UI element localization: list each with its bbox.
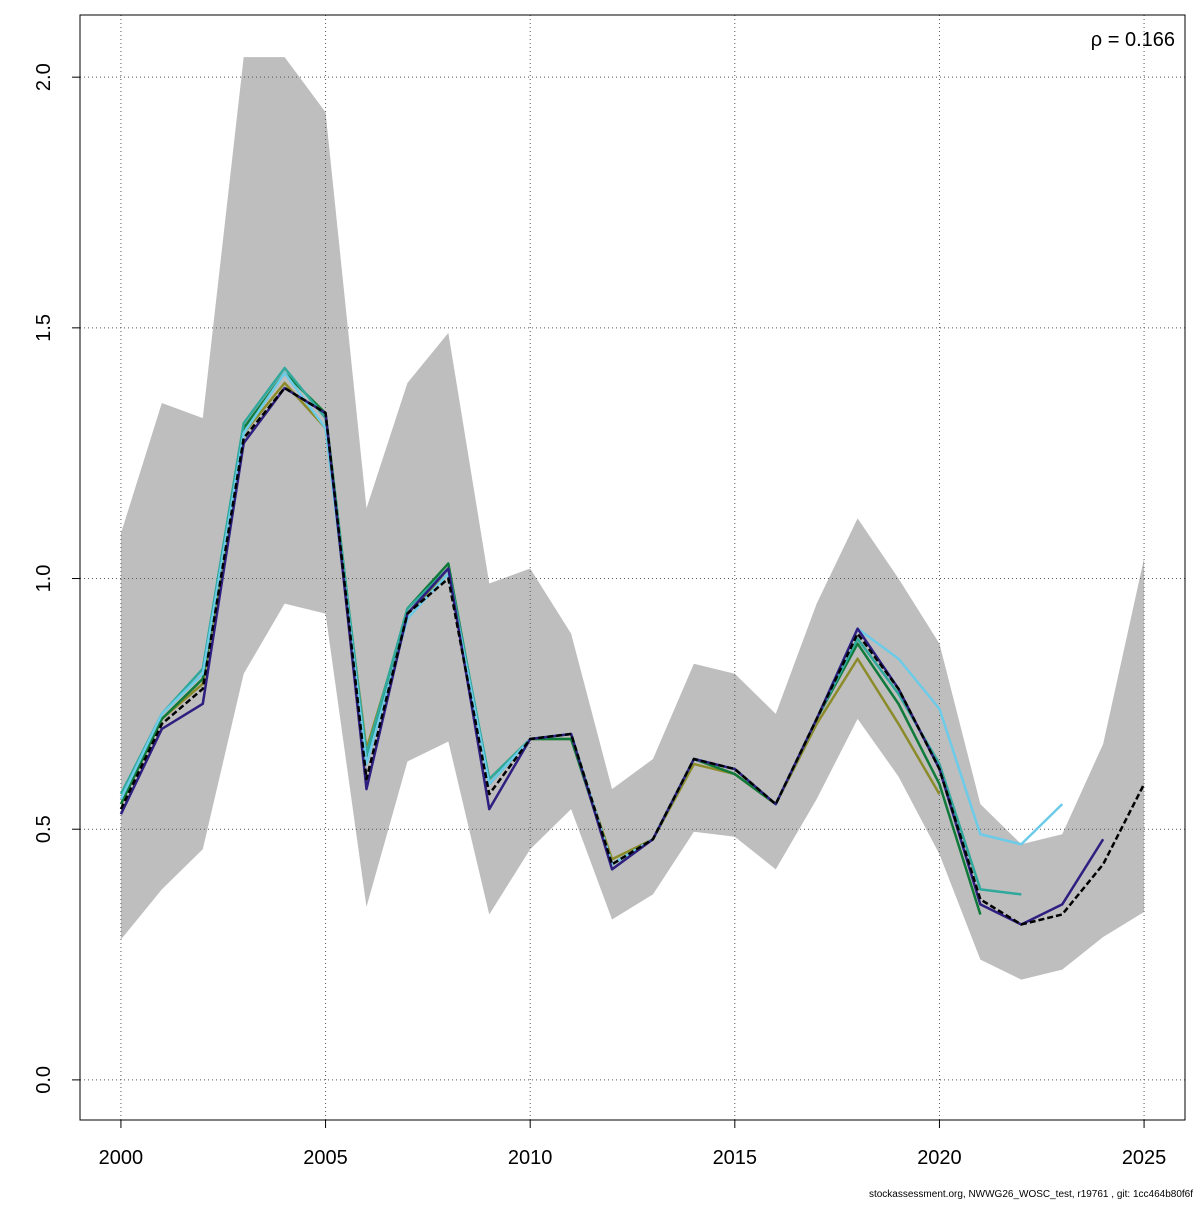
x-tick-label: 2010 [508,1147,553,1169]
y-tick-label: 1.0 [33,565,55,593]
plot-frame [79,14,1186,1121]
footer: stockassessment.org, NWWG26_WOSC_test, r… [869,1189,1193,1200]
series-line [119,386,1146,926]
y-tick-label: 2.0 [33,63,55,91]
x-tick-label: 2015 [713,1147,758,1169]
y-tick-label: 0.0 [33,1066,55,1094]
y-tick-label: 1.5 [33,314,55,342]
x-tick-label: 2000 [99,1147,144,1169]
x-tick-label: 2025 [1122,1147,1167,1169]
y-tick-label: 0.5 [33,815,55,843]
confidence-band [120,57,1145,980]
x-tick-label: 2005 [303,1147,348,1169]
rho-annotation: ρ = 0.166 [1091,29,1175,51]
x-tick-label: 2020 [917,1147,962,1169]
